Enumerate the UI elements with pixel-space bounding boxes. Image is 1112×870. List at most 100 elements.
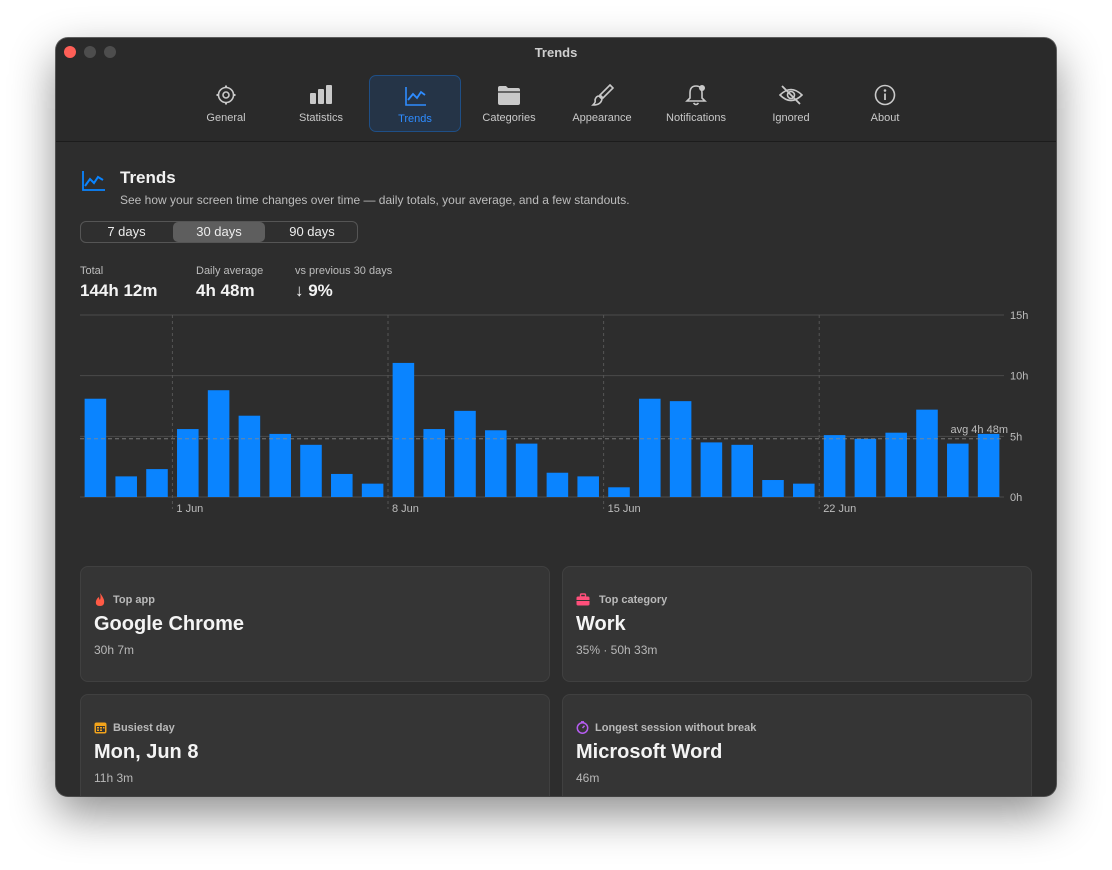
tab-ignored[interactable]: Ignored bbox=[745, 75, 837, 132]
tab-about-label: About bbox=[870, 112, 900, 124]
bar-30-may bbox=[115, 476, 137, 497]
bar-10-jun bbox=[454, 410, 476, 497]
tab-appearance[interactable]: Appearance bbox=[556, 75, 648, 132]
bar-22-jun bbox=[823, 435, 846, 497]
gear-icon bbox=[216, 85, 236, 105]
top-app-duration: 30h 7m bbox=[94, 643, 135, 657]
line-chart-icon bbox=[82, 171, 105, 191]
bar-8-jun bbox=[392, 362, 415, 497]
zoom-window-button[interactable] bbox=[104, 46, 116, 58]
x-tick-label: 1 Jun bbox=[176, 503, 203, 515]
previous-period-label: vs previous 30 days bbox=[295, 265, 393, 277]
daily-usage-bar-chart: 0h 5h 10h 15h 1 Jun 8 Jun 15 Jun 22 Jun avg 4h 4… bbox=[80, 310, 1028, 515]
range-90-days[interactable]: 90 days bbox=[289, 224, 335, 239]
timer-icon bbox=[576, 721, 589, 734]
window-title: Trends bbox=[534, 45, 578, 60]
range-30-days[interactable]: 30 days bbox=[173, 222, 265, 242]
total-label: Total bbox=[80, 265, 104, 277]
info-icon bbox=[874, 84, 896, 106]
bar-17-jun bbox=[669, 401, 692, 497]
top-app-label: Top app bbox=[113, 594, 155, 606]
bar-14-jun bbox=[577, 476, 599, 497]
bar-18-jun bbox=[700, 442, 723, 497]
preferences-toolbar: General Statistics Trends Categories bbox=[56, 66, 1056, 142]
x-tick-label: 22 Jun bbox=[823, 503, 856, 515]
daily-average-value: 4h 48m bbox=[196, 281, 255, 300]
longest-session-card: Longest session without break Microsoft … bbox=[562, 694, 1032, 796]
page-subtitle: See how your screen time changes over ti… bbox=[120, 193, 630, 207]
range-7-days[interactable]: 7 days bbox=[107, 224, 146, 239]
longest-session-value: Microsoft Word bbox=[576, 741, 723, 763]
longest-session-duration: 46m bbox=[576, 771, 600, 785]
top-category-share: 35% · 50h 33m bbox=[576, 643, 658, 657]
tab-general[interactable]: General bbox=[180, 75, 272, 132]
busiest-day-duration: 11h 3m bbox=[94, 771, 134, 785]
bar-6-jun bbox=[331, 473, 353, 497]
flame-icon bbox=[95, 593, 105, 606]
bar-31-may bbox=[146, 469, 168, 497]
tab-trends-label: Trends bbox=[398, 113, 432, 125]
calendar-icon bbox=[94, 722, 107, 734]
tab-general-label: General bbox=[206, 112, 246, 124]
close-window-button[interactable] bbox=[64, 46, 76, 58]
app-window: Trends General Statistics bbox=[56, 38, 1056, 796]
tab-trends[interactable]: Trends bbox=[369, 75, 461, 132]
tab-appearance-label: Appearance bbox=[572, 112, 632, 124]
bar-2-jun bbox=[207, 390, 230, 497]
bar-11-jun bbox=[485, 430, 507, 497]
daily-average-label: Daily average bbox=[196, 265, 264, 277]
tab-categories[interactable]: Categories bbox=[463, 75, 555, 132]
range-segmented-control: 7 days 30 days 90 days bbox=[80, 221, 358, 243]
bar-13-jun bbox=[546, 472, 569, 497]
paintbrush-icon bbox=[591, 84, 614, 106]
top-app-value: Google Chrome bbox=[94, 613, 245, 635]
busiest-day-value: Mon, Jun 8 bbox=[94, 741, 199, 763]
bar-4-jun bbox=[269, 433, 291, 497]
briefcase-icon bbox=[576, 593, 590, 606]
average-label: avg 4h 48m bbox=[951, 424, 1008, 436]
tab-categories-label: Categories bbox=[482, 112, 536, 124]
bar-chart-icon bbox=[310, 85, 332, 104]
folder-icon bbox=[498, 86, 520, 105]
page-title: Trends bbox=[120, 168, 176, 187]
bell-icon bbox=[685, 85, 707, 106]
bar-20-jun bbox=[762, 480, 784, 497]
longest-session-label: Longest session without break bbox=[595, 722, 757, 734]
eye-slash-icon bbox=[779, 85, 803, 105]
bar-25-jun bbox=[916, 409, 938, 497]
top-category-value: Work bbox=[576, 613, 626, 635]
minimize-window-button[interactable] bbox=[84, 46, 96, 58]
top-category-card: Top category Work 35% · 50h 33m bbox=[562, 566, 1032, 682]
bar-24-jun bbox=[885, 432, 907, 497]
y-tick-label: 15h bbox=[1010, 310, 1028, 322]
previous-period-change: ↓ 9% bbox=[295, 281, 333, 300]
bar-15-jun bbox=[608, 487, 630, 497]
y-tick-label: 0h bbox=[1010, 492, 1022, 504]
bar-19-jun bbox=[731, 444, 753, 497]
y-tick-label: 10h bbox=[1010, 371, 1028, 383]
tab-about[interactable]: About bbox=[839, 75, 931, 132]
bar-5-jun bbox=[300, 444, 322, 497]
bar-26-jun bbox=[947, 443, 969, 497]
y-tick-label: 5h bbox=[1010, 431, 1022, 443]
total-value: 144h 12m bbox=[80, 281, 158, 300]
trends-pane: Trends See how your screen time changes … bbox=[56, 143, 1056, 796]
busiest-day-card: Busiest day Mon, Jun 8 11h 3m bbox=[80, 694, 550, 796]
tab-notifications[interactable]: Notifications bbox=[650, 75, 742, 132]
tab-statistics[interactable]: Statistics bbox=[275, 75, 367, 132]
bar-23-jun bbox=[854, 438, 877, 497]
bar-1-jun bbox=[177, 429, 199, 497]
x-tick-label: 15 Jun bbox=[608, 503, 641, 515]
bar-9-jun bbox=[423, 429, 445, 497]
bar-27-jun bbox=[977, 433, 1000, 497]
bar-3-jun bbox=[238, 415, 261, 497]
bar-7-jun bbox=[361, 483, 384, 497]
top-category-label: Top category bbox=[599, 594, 668, 606]
line-chart-icon bbox=[405, 87, 426, 106]
bar-12-jun bbox=[515, 443, 538, 497]
tab-statistics-label: Statistics bbox=[298, 112, 343, 124]
x-tick-label: 8 Jun bbox=[392, 503, 419, 515]
bar-29-may bbox=[84, 398, 107, 497]
title-bar: Trends bbox=[56, 38, 1056, 66]
top-app-card: Top app Google Chrome 30h 7m bbox=[80, 566, 550, 682]
